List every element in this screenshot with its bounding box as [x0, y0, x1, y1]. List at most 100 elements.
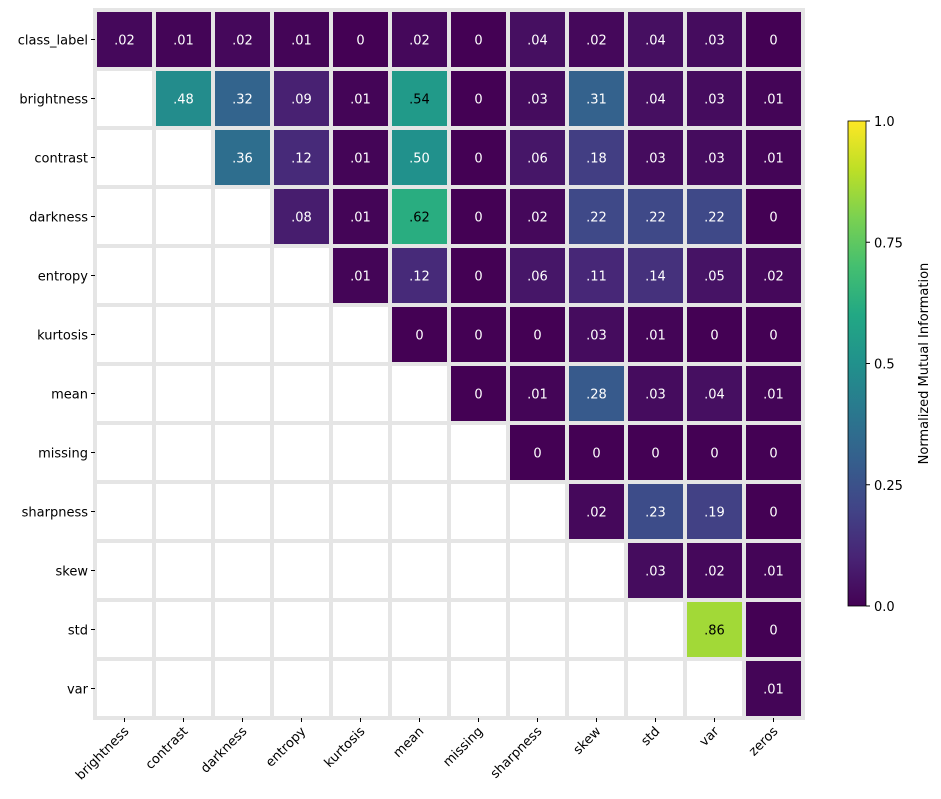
colorbar-tick-label: 0.75	[874, 236, 903, 251]
heatmap-cell	[683, 303, 746, 366]
heatmap-cell-empty	[211, 185, 274, 248]
heatmap-cell	[270, 126, 333, 189]
heatmap-cell-empty	[270, 362, 333, 425]
cell-value-label: .01	[350, 93, 371, 108]
cell-value-label: .62	[409, 211, 430, 226]
heatmap-cell-empty	[447, 657, 510, 720]
heatmap-cell	[742, 598, 805, 661]
heatmap-cell-empty	[270, 480, 333, 543]
heatmap-cell	[742, 480, 805, 543]
heatmap-cell-empty	[447, 598, 510, 661]
y-tick-label: skew	[56, 565, 89, 580]
heatmap-cell-empty	[388, 480, 451, 543]
cell-value-label: 0	[769, 624, 777, 639]
heatmap-cell	[565, 303, 628, 366]
heatmap-cell-empty	[683, 657, 746, 720]
cell-value-label: 0	[474, 211, 482, 226]
cell-value-label: 0	[769, 211, 777, 226]
cell-value-label: .48	[173, 93, 194, 108]
cell-value-label: 0	[474, 93, 482, 108]
cell-value-label: 0	[769, 34, 777, 49]
cell-value-label: .02	[232, 34, 253, 49]
heatmap-cell	[742, 8, 805, 71]
cell-value-label: 0	[356, 34, 364, 49]
heatmap-cell-empty	[152, 421, 215, 484]
cell-value-label: .09	[291, 93, 312, 108]
heatmap-cell	[506, 421, 569, 484]
heatmap-cell-empty	[388, 362, 451, 425]
cell-value-label: .03	[645, 388, 666, 403]
heatmap-cell	[447, 362, 510, 425]
cell-value-label: .02	[409, 34, 430, 49]
heatmap-cell	[624, 244, 687, 307]
heatmap-cell-empty	[152, 657, 215, 720]
heatmap-cell-empty	[211, 244, 274, 307]
heatmap-cell-empty	[152, 185, 215, 248]
heatmap-cell	[506, 8, 569, 71]
x-tick-label: kurtosis	[322, 724, 369, 771]
heatmap-cell-empty	[93, 185, 156, 248]
heatmap-cell-empty	[270, 303, 333, 366]
y-tick-label: class_label	[18, 34, 88, 49]
colorbar-tick-label: 0.25	[874, 479, 903, 494]
heatmap-cell	[565, 362, 628, 425]
cell-value-label: .02	[114, 34, 135, 49]
heatmap-cell-empty	[93, 303, 156, 366]
cell-value-label: .01	[527, 388, 548, 403]
cell-value-label: .18	[586, 152, 607, 167]
heatmap-cell-empty	[152, 362, 215, 425]
cell-value-label: .04	[527, 34, 548, 49]
cell-value-label: .19	[704, 506, 725, 521]
cell-value-label: .02	[527, 211, 548, 226]
heatmap-cell	[329, 244, 392, 307]
heatmap-cell-empty	[93, 657, 156, 720]
x-tick-label: std	[638, 724, 663, 749]
heatmap-cell-empty	[93, 421, 156, 484]
cell-value-label: 0	[533, 329, 541, 344]
heatmap-cell	[506, 362, 569, 425]
cell-value-label: .02	[763, 270, 784, 285]
heatmap-cell-empty	[152, 539, 215, 602]
heatmap-cell-empty	[329, 421, 392, 484]
heatmap-cell-empty	[270, 598, 333, 661]
cell-value-label: .01	[350, 152, 371, 167]
heatmap-cell-empty	[506, 539, 569, 602]
heatmap-cell	[624, 67, 687, 130]
cell-value-label: .02	[586, 34, 607, 49]
x-tick-label: var	[697, 724, 723, 750]
heatmap-cell	[211, 67, 274, 130]
y-tick-label: sharpness	[22, 506, 89, 521]
heatmap-cell-empty	[329, 362, 392, 425]
cell-value-label: .03	[586, 329, 607, 344]
heatmap-cell-empty	[93, 480, 156, 543]
cell-value-label: .01	[173, 34, 194, 49]
heatmap-cell-empty	[388, 539, 451, 602]
cell-value-label: .04	[645, 34, 666, 49]
y-tick-label: missing	[38, 447, 88, 462]
cell-value-label: .06	[527, 152, 548, 167]
cell-value-label: .32	[232, 93, 253, 108]
heatmap-cell	[211, 8, 274, 71]
cell-value-label: .01	[350, 270, 371, 285]
heatmap-cell	[565, 185, 628, 248]
heatmap-cell-empty	[270, 421, 333, 484]
cell-value-label: .11	[586, 270, 607, 285]
heatmap-cell	[565, 421, 628, 484]
cell-value-label: .12	[409, 270, 430, 285]
cell-value-label: 0	[474, 152, 482, 167]
heatmap-cell-empty	[388, 598, 451, 661]
heatmap-cell-empty	[624, 598, 687, 661]
heatmap-cell	[624, 8, 687, 71]
heatmap-cell-empty	[329, 598, 392, 661]
heatmap-cell	[683, 598, 746, 661]
cell-value-label: 0	[769, 329, 777, 344]
cell-value-label: .03	[527, 93, 548, 108]
heatmap-cell-empty	[211, 480, 274, 543]
heatmap-cell-empty	[211, 539, 274, 602]
heatmap-cell-empty	[329, 657, 392, 720]
cell-value-label: .22	[586, 211, 607, 226]
heatmap-cell-empty	[152, 598, 215, 661]
colorbar-gradient	[847, 120, 867, 607]
cell-value-label: .05	[704, 270, 725, 285]
